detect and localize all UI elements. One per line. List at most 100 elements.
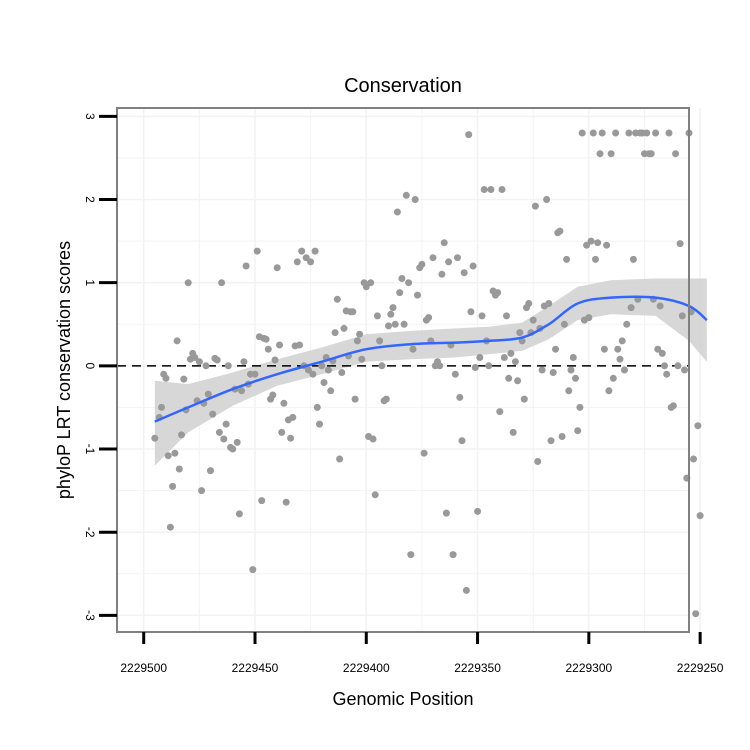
data-point	[158, 404, 165, 411]
data-point	[563, 256, 570, 263]
data-point	[456, 394, 463, 401]
conservation-chart: 2229500 2229450 2229400 2229350 2229300 22292…	[0, 0, 750, 750]
data-point	[278, 429, 285, 436]
data-point	[336, 456, 343, 463]
data-point	[472, 364, 479, 371]
data-point	[476, 354, 483, 361]
data-point	[203, 362, 210, 369]
data-point	[510, 429, 517, 436]
data-point	[465, 131, 472, 138]
data-point	[505, 375, 512, 382]
data-point	[610, 375, 617, 382]
data-point	[690, 456, 697, 463]
data-point	[601, 346, 608, 353]
data-point	[459, 437, 466, 444]
data-point	[269, 392, 276, 399]
data-point	[272, 357, 279, 364]
data-point	[594, 239, 601, 246]
data-point	[474, 508, 481, 515]
data-point	[265, 346, 272, 353]
data-point	[185, 279, 192, 286]
data-point	[661, 362, 668, 369]
data-point	[332, 329, 339, 336]
data-point	[672, 150, 679, 157]
data-point	[370, 436, 377, 443]
data-point	[403, 192, 410, 199]
data-point	[539, 367, 546, 374]
data-point	[550, 369, 557, 376]
data-point	[521, 396, 528, 403]
data-point	[163, 375, 170, 382]
data-point	[252, 371, 259, 378]
data-point	[236, 510, 243, 517]
data-point	[167, 524, 174, 531]
data-point	[485, 362, 492, 369]
data-point	[507, 350, 514, 357]
data-point	[280, 400, 287, 407]
x-axis-label: Genomic Position	[332, 689, 473, 709]
data-point	[220, 436, 227, 443]
data-point	[499, 186, 506, 193]
data-point	[171, 450, 178, 457]
data-point	[443, 510, 450, 517]
data-point	[666, 130, 673, 137]
x-tick-label: 2229450	[232, 661, 279, 675]
data-point	[556, 228, 563, 235]
data-point	[479, 312, 486, 319]
data-point	[223, 421, 230, 428]
data-point	[254, 248, 261, 255]
data-point	[677, 240, 684, 247]
data-point	[274, 264, 281, 271]
data-point	[174, 337, 181, 344]
data-point	[648, 150, 655, 157]
data-point	[358, 356, 365, 363]
data-point	[608, 150, 615, 157]
data-point	[229, 446, 236, 453]
y-tick-label: -1	[83, 444, 97, 455]
data-point	[276, 342, 283, 349]
data-point	[412, 196, 419, 203]
data-point	[405, 279, 412, 286]
plot-background	[117, 108, 689, 632]
data-point	[341, 325, 348, 332]
data-point	[165, 452, 172, 459]
data-point	[249, 566, 256, 573]
data-point	[599, 130, 606, 137]
data-point	[628, 304, 635, 311]
data-point	[452, 371, 459, 378]
data-point	[612, 130, 619, 137]
data-point	[436, 362, 443, 369]
data-point	[263, 336, 270, 343]
x-tick-label: 2229300	[565, 661, 612, 675]
data-point	[532, 203, 539, 210]
data-point	[617, 356, 624, 363]
data-point	[294, 258, 301, 265]
data-point	[605, 387, 612, 394]
data-point	[312, 248, 319, 255]
data-point	[289, 414, 296, 421]
data-point	[234, 439, 241, 446]
data-point	[588, 238, 595, 245]
data-point	[410, 346, 417, 353]
data-point	[674, 362, 681, 369]
x-tick-label: 2229250	[677, 661, 724, 675]
data-point	[238, 387, 245, 394]
data-point	[334, 296, 341, 303]
data-point	[534, 458, 541, 465]
data-point	[176, 466, 183, 473]
x-axis: 2229500 2229450 2229400 2229350 2229300 22292…	[120, 632, 723, 675]
data-point	[592, 256, 599, 263]
data-point	[287, 435, 294, 442]
y-tick-label: -3	[83, 610, 97, 621]
y-tick-label: 1	[83, 279, 97, 286]
data-point	[392, 321, 399, 328]
data-point	[548, 437, 555, 444]
data-point	[327, 387, 334, 394]
data-point	[367, 279, 374, 286]
data-point	[349, 308, 356, 315]
data-point	[207, 467, 214, 474]
data-point	[383, 396, 390, 403]
data-point	[321, 379, 328, 386]
data-point	[216, 429, 223, 436]
data-point	[663, 371, 670, 378]
